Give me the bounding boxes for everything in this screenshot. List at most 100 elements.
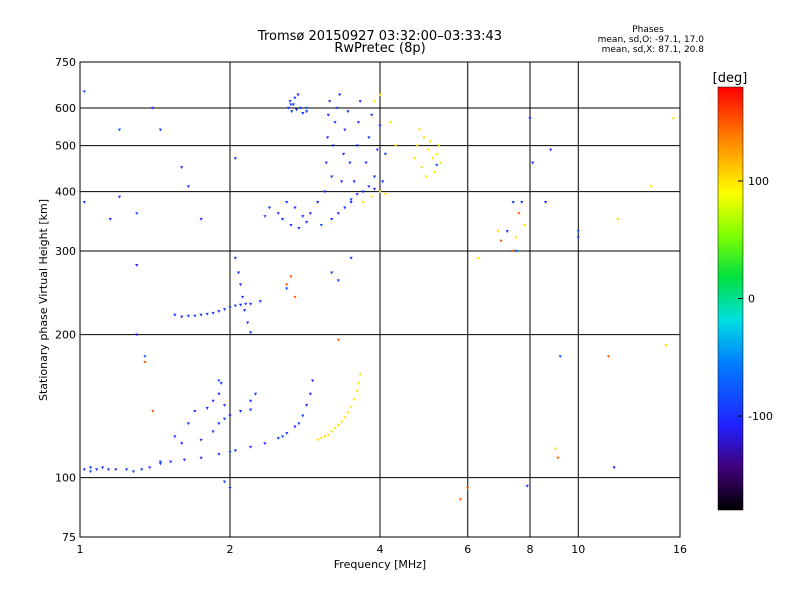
- data-point: [343, 128, 347, 132]
- data-point: [289, 275, 293, 279]
- data-point: [135, 264, 139, 267]
- data-point: [263, 215, 267, 218]
- data-point: [82, 201, 86, 204]
- data-point: [243, 309, 247, 312]
- data-point: [228, 451, 232, 455]
- stats-heading: Phases: [632, 25, 664, 35]
- data-point: [293, 425, 297, 429]
- data-point: [496, 230, 500, 233]
- data-point: [612, 466, 616, 470]
- data-point: [117, 195, 122, 199]
- data-point: [148, 466, 152, 470]
- data-point: [205, 407, 209, 410]
- data-point: [336, 279, 340, 283]
- data-point: [286, 106, 291, 110]
- data-point: [466, 487, 470, 490]
- data-point: [301, 112, 305, 115]
- data-point: [246, 321, 250, 325]
- data-point: [433, 170, 437, 174]
- data-point: [228, 414, 232, 418]
- data-point: [233, 157, 237, 161]
- data-point: [499, 239, 503, 243]
- x-tick-label: 4: [377, 543, 384, 556]
- colorbar-tick-label: 100: [748, 175, 769, 188]
- data-point: [328, 100, 332, 103]
- data-point: [293, 96, 297, 100]
- data-point: [180, 166, 184, 169]
- data-point: [330, 271, 334, 275]
- x-tick-label: 16: [673, 543, 687, 556]
- data-point: [514, 249, 518, 253]
- data-point: [241, 295, 245, 299]
- data-point: [335, 106, 339, 110]
- data-point: [356, 382, 360, 385]
- x-tick-label: 6: [464, 543, 471, 556]
- data-point: [236, 271, 241, 275]
- data-point: [378, 190, 382, 194]
- data-point: [211, 399, 215, 403]
- data-point: [263, 442, 267, 446]
- data-point: [349, 201, 353, 204]
- data-point: [428, 140, 433, 144]
- data-point: [361, 201, 365, 204]
- y-tick-label: 750: [55, 56, 76, 69]
- data-point: [100, 466, 105, 470]
- data-point: [531, 161, 535, 165]
- data-point: [426, 148, 430, 152]
- data-point: [180, 442, 184, 446]
- data-point: [211, 430, 215, 434]
- data-point: [217, 453, 221, 456]
- data-point: [233, 449, 237, 453]
- data-point: [219, 382, 223, 385]
- data-point: [308, 392, 313, 396]
- data-point: [289, 224, 293, 227]
- data-point: [437, 144, 441, 148]
- data-point: [383, 152, 387, 156]
- data-point: [435, 163, 439, 167]
- data-point: [422, 136, 426, 140]
- data-point: [233, 256, 237, 260]
- data-point: [158, 462, 163, 466]
- data-point: [228, 306, 232, 310]
- data-point: [525, 484, 529, 488]
- data-point: [355, 193, 359, 196]
- data-point: [415, 144, 419, 148]
- data-point: [343, 416, 347, 419]
- data-point: [435, 152, 439, 156]
- data-point: [544, 201, 548, 204]
- data-point: [158, 460, 163, 464]
- data-point: [346, 110, 350, 114]
- data-point: [280, 218, 285, 221]
- data-point: [290, 110, 294, 114]
- data-point: [316, 201, 320, 204]
- data-point: [249, 445, 253, 449]
- data-point: [505, 230, 509, 233]
- data-point: [238, 410, 243, 413]
- data-point: [301, 215, 305, 218]
- data-point: [217, 392, 221, 396]
- data-point: [336, 423, 340, 427]
- x-axis-label: Frequency [MHz]: [334, 558, 426, 571]
- data-point: [367, 136, 371, 140]
- data-point: [182, 458, 186, 462]
- data-point: [372, 100, 377, 103]
- data-point: [222, 417, 227, 421]
- data-point: [553, 447, 558, 451]
- data-point: [151, 106, 155, 110]
- data-point: [341, 152, 346, 156]
- data-point: [285, 432, 289, 435]
- data-point: [305, 106, 309, 110]
- colorbar-ticks: 100 0 -100: [738, 175, 773, 423]
- data-point: [323, 435, 327, 439]
- data-point: [293, 206, 297, 210]
- data-point: [193, 410, 197, 413]
- data-point: [180, 315, 184, 319]
- data-point: [375, 148, 379, 152]
- data-point: [117, 128, 122, 132]
- data-point: [355, 144, 359, 148]
- data-point: [520, 201, 524, 204]
- data-point: [319, 437, 323, 440]
- data-point: [249, 399, 253, 403]
- data-point: [186, 185, 190, 189]
